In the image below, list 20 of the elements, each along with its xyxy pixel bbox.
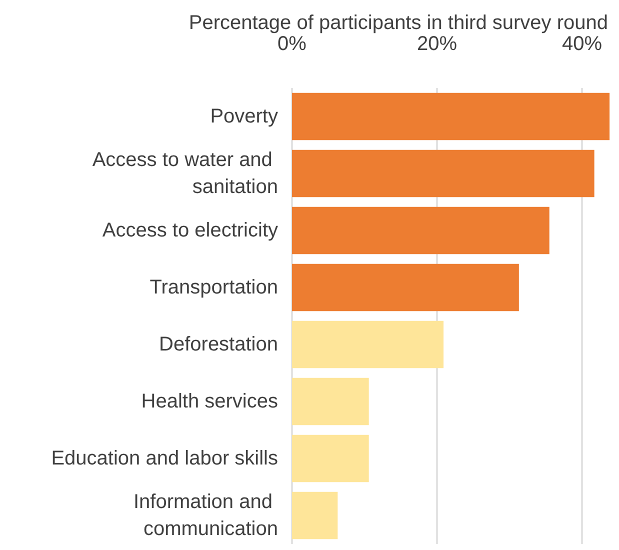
y-tick-label: Access to water and sanitation [92, 149, 278, 198]
bar [292, 92, 610, 140]
bar [292, 150, 594, 198]
x-tick-label: 40% [562, 33, 602, 55]
bar [292, 264, 519, 312]
y-tick-label: Transportation [150, 276, 278, 298]
bar [292, 434, 369, 482]
x-tick-label: 20% [416, 33, 458, 55]
bar [292, 206, 550, 254]
y-tick-label: Information and communication [133, 491, 278, 540]
y-tick-label: Education and labor skills [51, 448, 278, 470]
y-tick-label: Deforestation [159, 334, 278, 356]
y-tick-label: Poverty [210, 106, 278, 128]
bar [292, 492, 338, 540]
x-axis-title: Percentage of participants in third survey round [188, 12, 608, 34]
y-tick-label: Access to electricity [102, 220, 278, 242]
y-tick-label: Health services [141, 390, 278, 412]
x-tick-label: 0% [278, 33, 307, 55]
bar [292, 320, 444, 368]
bar [292, 378, 369, 426]
